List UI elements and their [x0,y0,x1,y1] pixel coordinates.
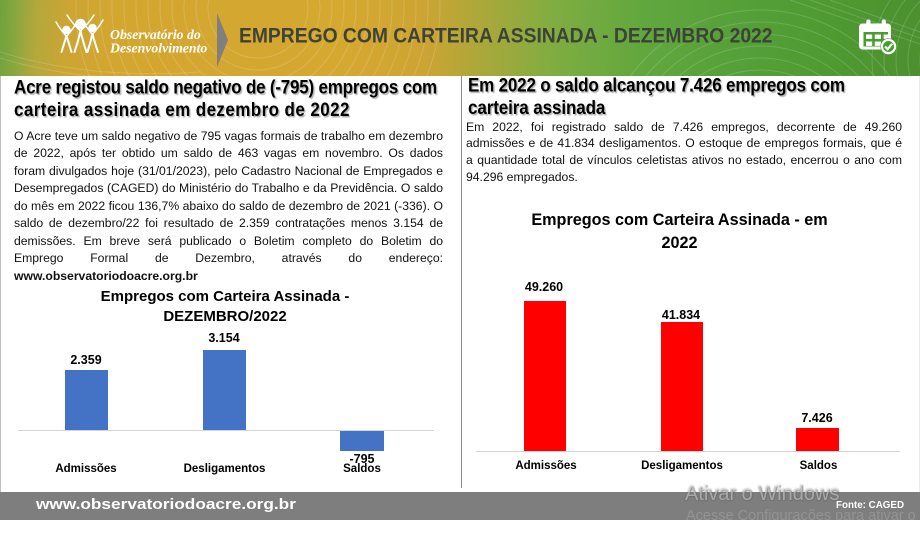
svg-text:Observatório do: Observatório do [110,27,201,42]
svg-text:Desenvolvimento: Desenvolvimento [109,41,207,56]
